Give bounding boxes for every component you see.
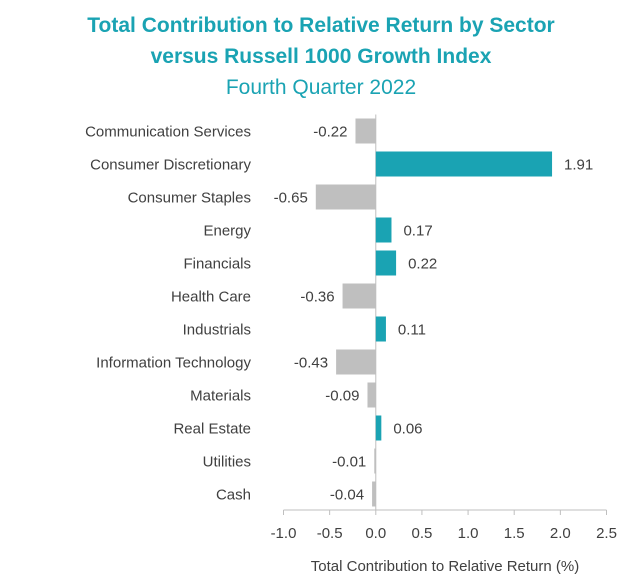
bars-layer	[315, 118, 553, 507]
x-tick-label: 1.5	[504, 525, 525, 542]
x-tick-label: 0.5	[411, 525, 432, 542]
labels-layer: Communication Services -0.22 Consumer Disc…	[85, 124, 593, 504]
data-label: -0.09	[325, 388, 359, 405]
x-tick-label: 0.0	[365, 525, 386, 542]
category-label: Real Estate	[173, 421, 251, 438]
bar	[375, 151, 553, 177]
bar	[367, 382, 376, 408]
data-label: -0.01	[332, 454, 366, 471]
axis-layer: -1.0 -0.5 0.0 0.5 1.0 1.5 2.0 2.5	[271, 114, 617, 542]
bar	[372, 481, 376, 507]
data-label: -0.43	[294, 355, 328, 372]
category-label: Financials	[183, 256, 251, 273]
x-tick-label: 2.0	[550, 525, 571, 542]
data-label: 1.91	[564, 157, 593, 174]
category-label: Industrials	[183, 322, 251, 339]
chart-subtitle: Fourth Quarter 2022	[225, 76, 417, 99]
bar	[375, 316, 386, 342]
bar	[375, 415, 382, 441]
bar	[375, 250, 397, 276]
chart-title: Total Contribution to Relative Return by…	[87, 14, 555, 37]
data-label: 0.11	[398, 322, 426, 339]
category-label: Utilities	[203, 454, 251, 471]
x-tick-label: 1.0	[458, 525, 479, 542]
bar	[336, 349, 376, 375]
x-tick-label: -1.0	[271, 525, 297, 542]
category-label: Energy	[203, 223, 251, 240]
category-label: Materials	[190, 388, 251, 405]
data-label: 0.06	[393, 421, 422, 438]
category-label: Information Technology	[96, 355, 251, 372]
bar	[374, 448, 376, 474]
x-axis-title: Total Contribution to Relative Return (%…	[311, 558, 579, 575]
category-label: Cash	[216, 487, 251, 504]
chart-title-line2: versus Russell 1000 Growth Index	[150, 45, 492, 68]
data-label: 0.22	[408, 256, 437, 273]
x-tick-label: 2.5	[596, 525, 617, 542]
data-label: -0.36	[300, 289, 334, 306]
category-label: Consumer Discretionary	[90, 157, 251, 174]
bar	[355, 118, 376, 144]
x-tick-label: -0.5	[317, 525, 343, 542]
data-label: -0.04	[330, 487, 364, 504]
data-label: 0.17	[403, 223, 432, 240]
bar	[342, 283, 376, 309]
data-label: -0.65	[274, 190, 308, 207]
category-label: Communication Services	[85, 124, 251, 141]
data-label: -0.22	[313, 124, 347, 141]
category-label: Health Care	[171, 289, 251, 306]
bar	[375, 217, 392, 243]
bar	[315, 184, 376, 210]
category-label: Consumer Staples	[128, 190, 251, 207]
